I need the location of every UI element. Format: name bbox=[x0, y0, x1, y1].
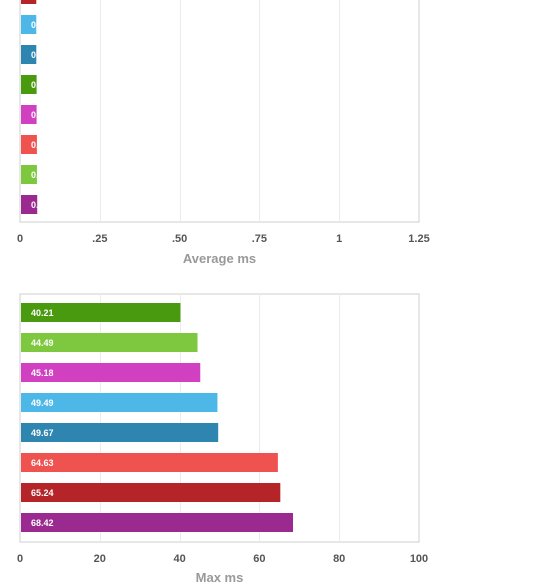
data-label: 65.24 bbox=[31, 488, 54, 498]
x-axis-title: Max ms bbox=[196, 570, 244, 585]
tick-label: 20 bbox=[94, 553, 106, 565]
data-label: 45.18 bbox=[31, 368, 54, 378]
tick-label: 1.25 bbox=[408, 233, 429, 245]
tick-label: 80 bbox=[333, 553, 345, 565]
bar bbox=[21, 303, 181, 322]
bar bbox=[21, 453, 278, 472]
data-label: 0.053 bbox=[31, 140, 54, 150]
x-axis-title: Average ms bbox=[183, 251, 256, 266]
data-label: 0.053 bbox=[31, 170, 54, 180]
tick-label: .25 bbox=[92, 233, 107, 245]
bar bbox=[21, 105, 37, 124]
bar bbox=[21, 75, 37, 94]
tick-label: 40 bbox=[173, 553, 185, 565]
bar bbox=[21, 195, 38, 214]
bar bbox=[21, 363, 201, 382]
plot-frame bbox=[19, 0, 420, 223]
data-label: 64.63 bbox=[31, 458, 54, 468]
average-ms-chart: 0.051 0.051 0.052 0.052 0.053 0.053 0.054 0 .25.… bbox=[17, 0, 430, 266]
tick-label: 100 bbox=[410, 553, 428, 565]
tick-label: 60 bbox=[253, 553, 265, 565]
data-label: 44.49 bbox=[31, 338, 54, 348]
tick-label: 0 bbox=[17, 233, 23, 245]
bar bbox=[21, 45, 37, 64]
bar bbox=[21, 423, 219, 442]
data-label: 0.054 bbox=[31, 200, 54, 210]
data-label: 0.051 bbox=[31, 50, 54, 60]
bar bbox=[21, 513, 293, 532]
plot-frame bbox=[19, 293, 420, 543]
bar bbox=[21, 333, 198, 352]
data-label: 0.052 bbox=[31, 110, 54, 120]
data-label: 68.42 bbox=[31, 518, 54, 528]
bar bbox=[21, 135, 37, 154]
tick-label: 1 bbox=[336, 233, 342, 245]
bar bbox=[21, 165, 37, 184]
bar bbox=[21, 15, 37, 34]
bar bbox=[21, 393, 218, 412]
data-label: 49.67 bbox=[31, 428, 54, 438]
tick-label: 0 bbox=[17, 553, 23, 565]
tick-label: .75 bbox=[252, 233, 267, 245]
data-label: 49.49 bbox=[31, 398, 54, 408]
max-ms-chart: 40.21 44.49 45.18 49.49 49.67 64.63 65.24 68.42… bbox=[17, 293, 428, 585]
data-label: 0.051 bbox=[31, 20, 54, 30]
bar bbox=[21, 0, 37, 4]
tick-label: .50 bbox=[172, 233, 187, 245]
bar bbox=[21, 483, 281, 502]
data-label: 40.21 bbox=[31, 308, 54, 318]
data-label: 0.052 bbox=[31, 80, 54, 90]
